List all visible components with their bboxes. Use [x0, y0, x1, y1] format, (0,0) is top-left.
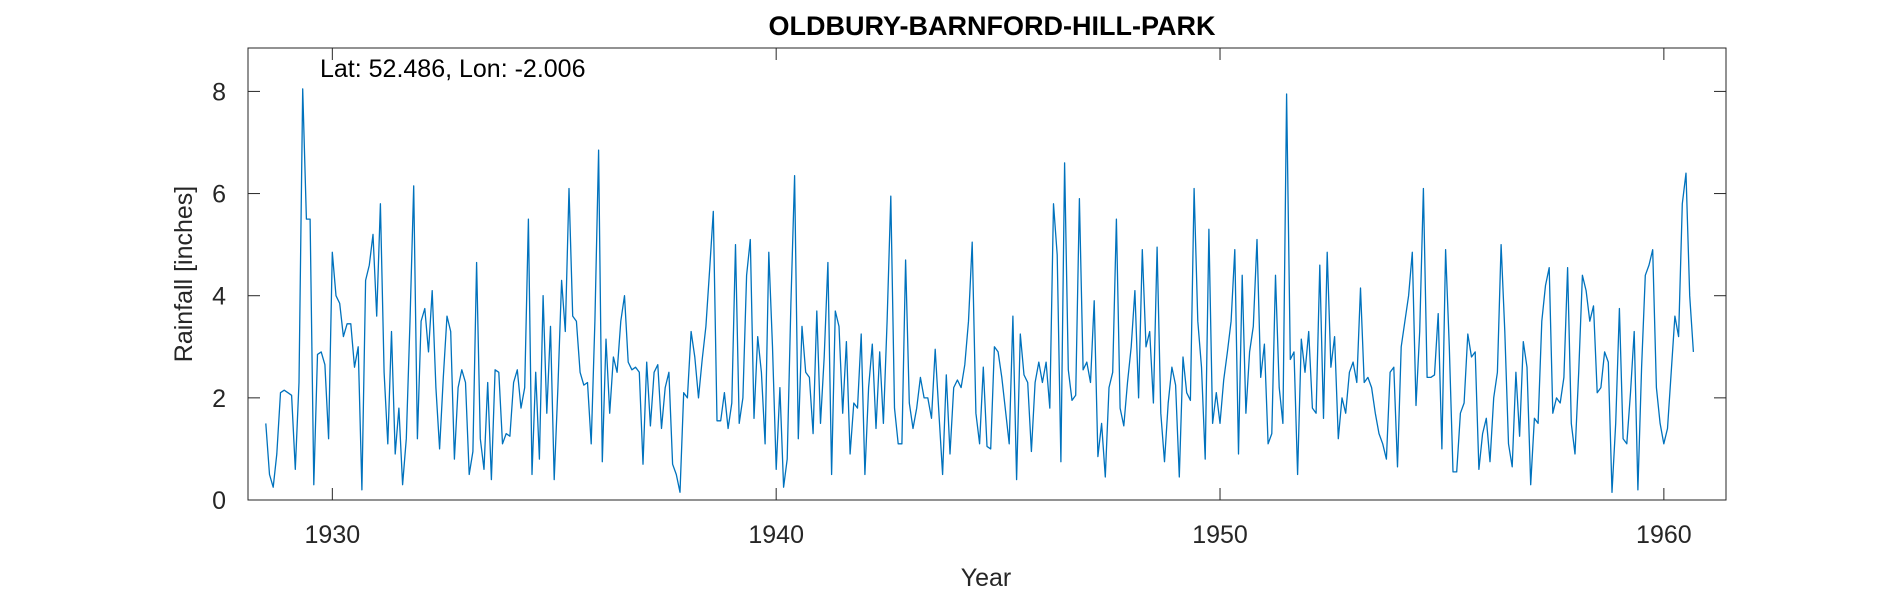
x-axis-ticks: 1930 1940 1950 1960 [305, 48, 1692, 549]
x-tick-label: 1940 [748, 521, 804, 549]
x-tick-label: 1930 [305, 521, 361, 549]
y-tick-label: 0 [212, 487, 226, 515]
y-tick-label: 4 [212, 283, 226, 311]
x-tick-label: 1950 [1192, 521, 1248, 549]
y-tick-label: 6 [212, 181, 226, 209]
plot-axes [247, 47, 1727, 501]
x-tick-label: 1960 [1636, 521, 1692, 549]
x-axis-label: Year [961, 564, 1012, 591]
y-axis-label: Rainfall [inches] [170, 186, 198, 362]
chart-title: OLDBURY-BARNFORD-HILL-PARK [769, 11, 1216, 41]
y-axis-ticks: 0 2 4 6 8 [212, 78, 1726, 515]
plot-frame [247, 47, 1727, 501]
location-annotation: Lat: 52.486, Lon: -2.006 [320, 55, 586, 83]
y-tick-label: 8 [212, 78, 226, 106]
y-tick-label: 2 [212, 385, 226, 413]
rainfall-series-line [265, 88, 1695, 493]
